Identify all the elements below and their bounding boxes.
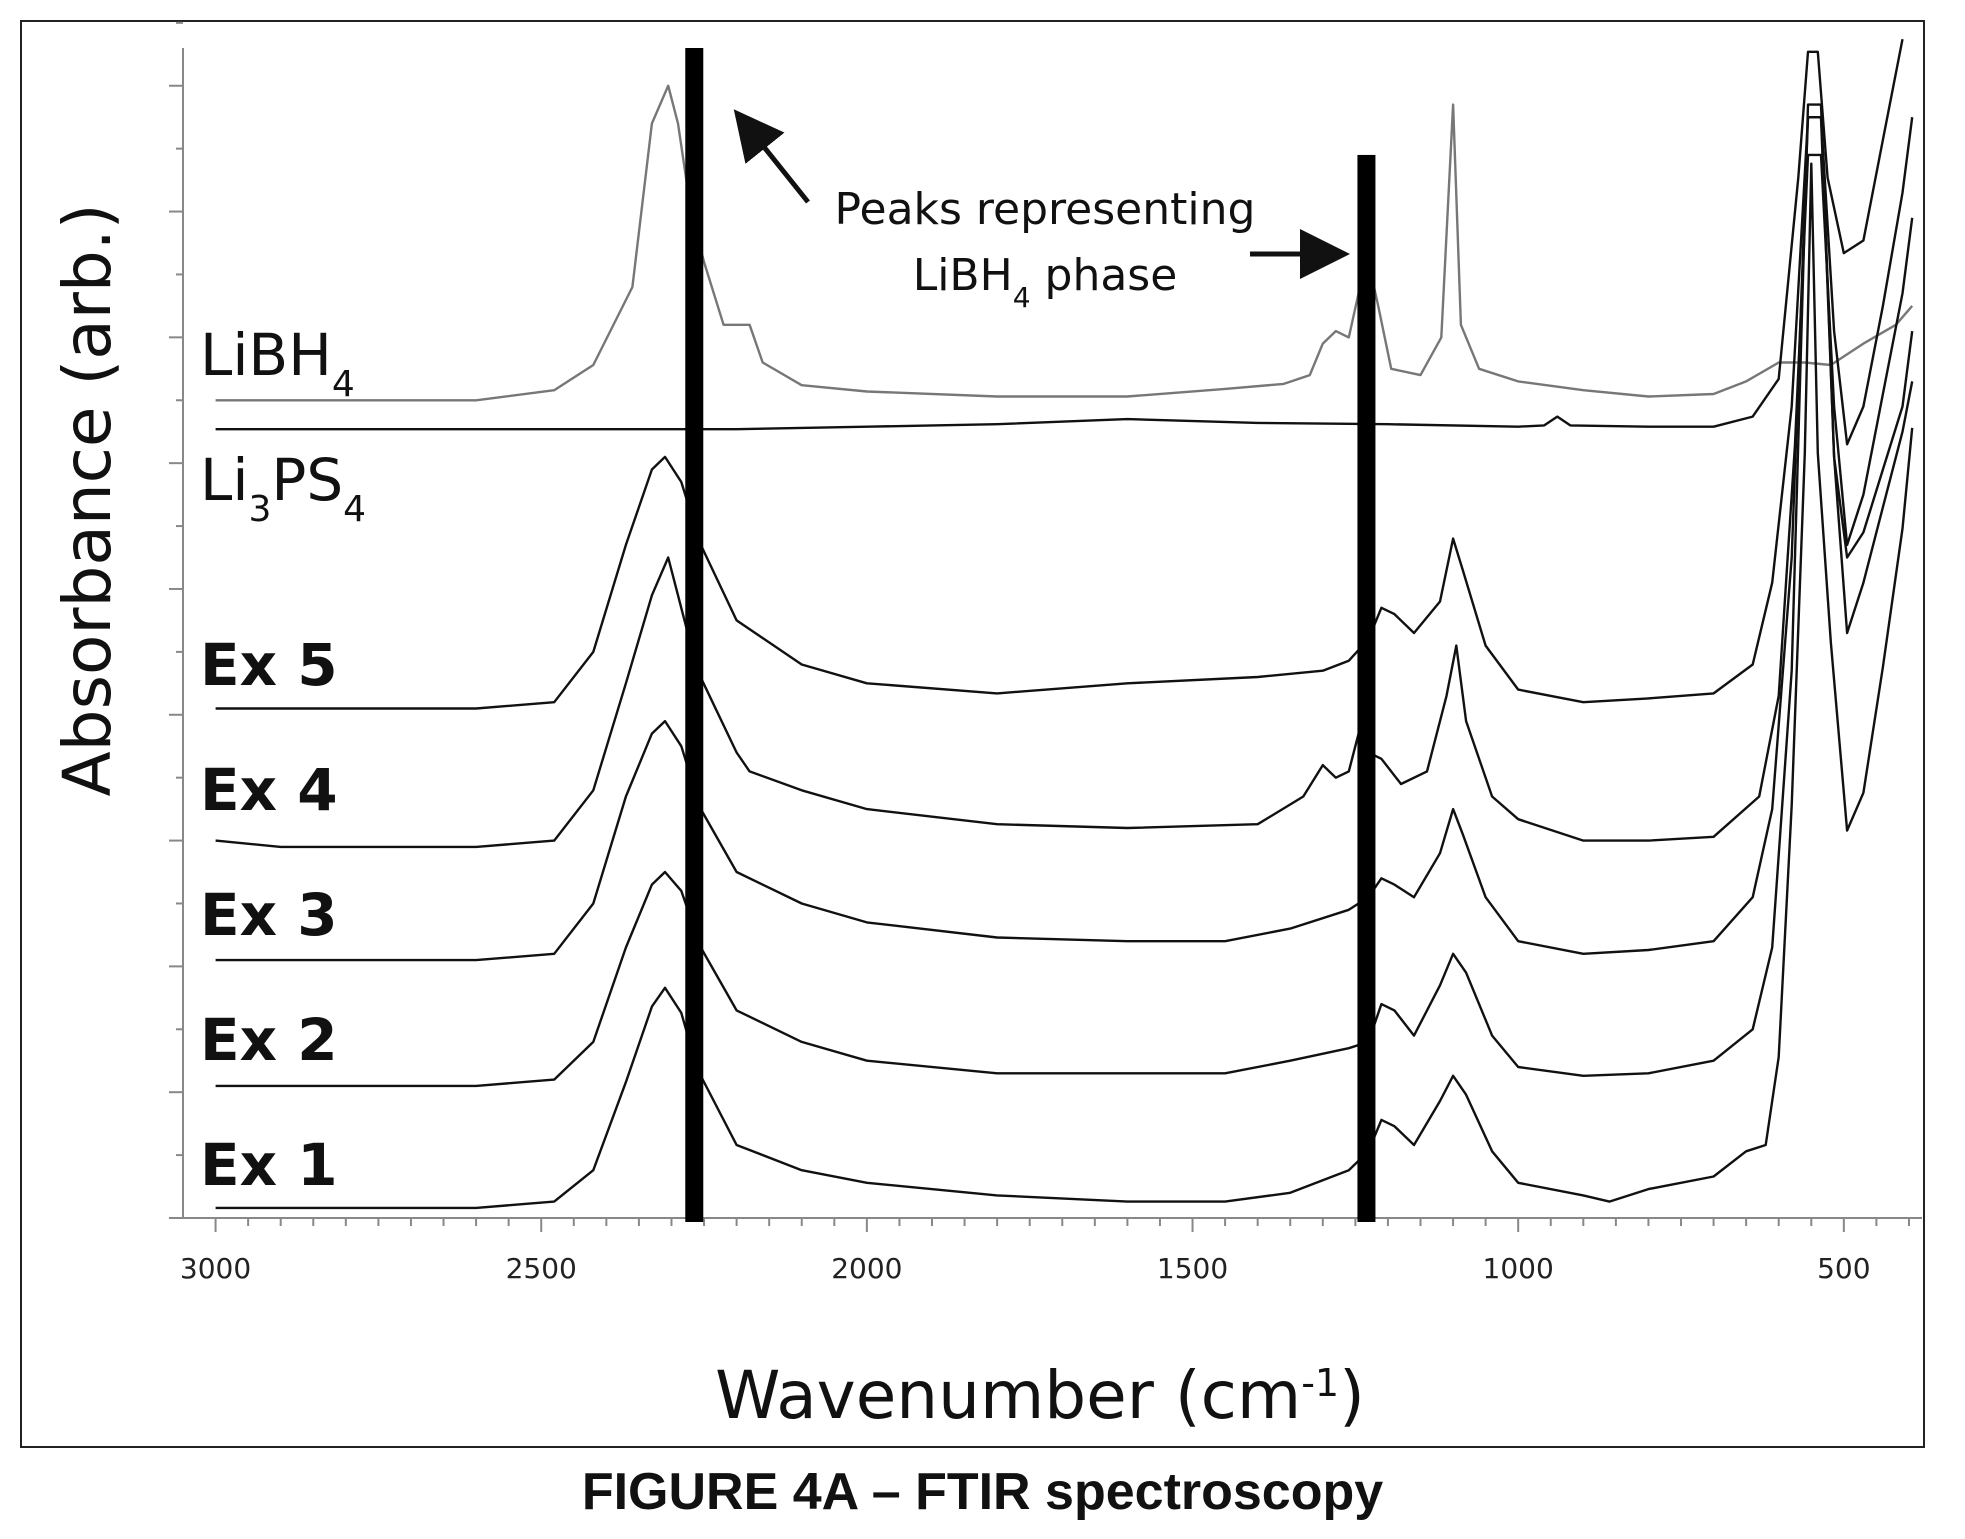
series-line-ex-3 (215, 115, 1914, 962)
marker-bars (685, 48, 1376, 1222)
series-label-text: Ex 5 (200, 631, 338, 699)
x-tick-label: 500 (1817, 1252, 1870, 1285)
annotation-text: phase (1031, 250, 1178, 301)
series-label: Li3PS4 (200, 446, 366, 530)
x-axis-label-main: Wavenumber (cm (715, 1357, 1301, 1434)
y-axis-label: Absorbance (arb.) (49, 204, 126, 797)
series-line-ex-2 (215, 103, 1914, 1088)
annotation: Peaks representing LiBH4 phase (733, 109, 1350, 314)
annotation-arrow-left (733, 109, 810, 204)
annotation-line-1: Peaks representing (835, 184, 1256, 235)
x-tick-label: 1500 (1157, 1252, 1228, 1285)
series-line-ex-1 (215, 162, 1914, 1210)
x-axis-label-sup: -1 (1301, 1361, 1339, 1405)
figure-frame (20, 20, 1925, 1448)
series-label: Ex 4 (200, 756, 338, 824)
series-label-text: Li (200, 446, 248, 514)
annotation-text: LiBH (913, 250, 1013, 301)
series-label-text: Ex 1 (200, 1131, 338, 1199)
annotation-subscript: 4 (1013, 281, 1031, 314)
series-label-text: Ex 3 (200, 881, 338, 949)
x-axis-label-close: ) (1339, 1357, 1365, 1434)
series-label-text: PS (271, 446, 343, 514)
figure-caption: FIGURE 4A – FTIR spectroscopy (581, 1463, 1384, 1521)
series-label: Ex 5 (200, 631, 338, 699)
series-label-subscript: 4 (332, 364, 355, 405)
libh4-marker-bar (1357, 154, 1376, 1222)
x-tick-label: 2000 (831, 1252, 902, 1285)
x-axis-label: Wavenumber (cm-1) (715, 1357, 1365, 1434)
axes: 3000 2500 2000 1500 1000 500 (169, 21, 1922, 1285)
series-label-subscript: 3 (248, 489, 271, 530)
series-label: Ex 2 (200, 1006, 338, 1074)
libh4-marker-bar (685, 48, 704, 1222)
series-label: Ex 1 (200, 1131, 338, 1199)
series-line-libh4 (215, 84, 1914, 402)
series-label-text: Ex 2 (200, 1006, 338, 1074)
series-label-text: LiBH (200, 321, 332, 389)
series-label-subscript: 4 (343, 489, 366, 530)
x-tick-label: 2500 (506, 1252, 577, 1285)
x-tick-label: 3000 (180, 1252, 251, 1285)
series-label: Ex 3 (200, 881, 338, 949)
annotation-line-2: LiBH4 phase (913, 250, 1178, 314)
series-label: LiBH4 (200, 321, 355, 405)
series-line-li3ps4 (215, 38, 1904, 431)
x-tick-label: 1000 (1483, 1252, 1554, 1285)
series-label-text: Ex 4 (200, 756, 338, 824)
